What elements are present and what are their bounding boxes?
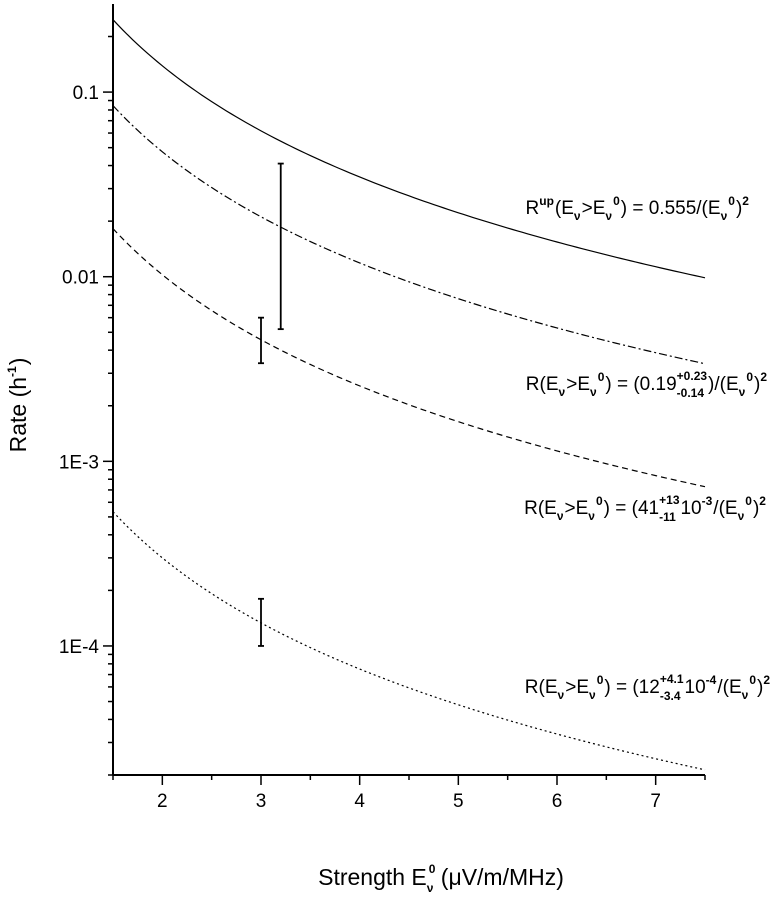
annotation-superscript: -3 (702, 494, 713, 508)
x-axis-title-main: Strength E (318, 864, 427, 890)
annotation-superscript: 0 (749, 673, 756, 687)
annotation-subscript: ν (558, 688, 565, 702)
annotation-superscript: 0 (745, 494, 752, 508)
annotation-subscript: ν (721, 209, 728, 223)
annotation-subscript: ν (742, 688, 749, 702)
annotation-subscript: ν (574, 209, 581, 223)
annotation-text: R (526, 198, 540, 219)
annotation-subscript: ν (589, 688, 596, 702)
annotation-superscript: 2 (742, 194, 749, 208)
annotation-superscript: 2 (760, 370, 767, 384)
annotation-subscript: -3.4 (660, 689, 681, 703)
error-bar (277, 162, 284, 331)
series-line-dotted (112, 511, 706, 771)
annotation-text: /(E (717, 677, 741, 698)
annotation-text: (E (555, 198, 574, 219)
ticks-layer: 2 3 4 5 6 7 1E-4 1E-3 0.01 0.1 (59, 35, 706, 812)
annotation-superscript: 0 (613, 194, 620, 208)
error-bar (258, 597, 264, 647)
annotation-superscript: +0.23 (677, 369, 708, 383)
annotation-text: ) (736, 198, 742, 219)
annotation-text: ) = 0.555/(E (621, 198, 721, 219)
annotation-text: /(E (713, 498, 737, 519)
x-axis-title-units: (μV/m/MHz) (441, 864, 564, 890)
x-axis-title-subscript: ν (427, 881, 434, 895)
annotation-superscript: 0 (728, 194, 735, 208)
x-axis-title-superscript: 0 (429, 862, 436, 876)
annotation-superscript: 0 (596, 494, 603, 508)
annotation-subscript: ν (739, 385, 746, 399)
annotation-text: ) (757, 677, 763, 698)
annotation-text: ) (753, 498, 759, 519)
annotation-text: R(E (524, 498, 557, 519)
annotation-subscript: -0.14 (677, 386, 705, 400)
annotation-superscript: 0 (598, 370, 605, 384)
annotation-text: ) = (0.19 (605, 374, 676, 395)
annotation-text: R(E (526, 374, 559, 395)
x-tick-label: 4 (354, 791, 365, 812)
annotation-text: >E (565, 677, 589, 698)
equation-annotation: R(E ν >E ν0) = (0.19 +0.23-0.14)/(E ν0) 2 (526, 369, 768, 400)
annotation-text: )/(E (708, 374, 739, 395)
y-axis-title: Rate (h-1) (5, 358, 31, 453)
error-bar (258, 316, 264, 365)
annotation-text: R(E (525, 677, 558, 698)
annotation-text: >E (566, 374, 590, 395)
annotation-text: >E (565, 498, 589, 519)
annotation-text: 10 (685, 677, 706, 698)
annotation-superscript: 2 (763, 673, 770, 687)
x-tick-label: 6 (552, 791, 563, 812)
annotation-superscript: -4 (706, 673, 717, 687)
y-tick-label: 0.1 (73, 83, 99, 104)
annotation-superscript: 2 (759, 494, 766, 508)
equation-annotation: R(E ν >E ν0) = (12 +4.1-3.4 10 -4/(E ν0) 2 (525, 672, 771, 703)
annotation-subscript: -11 (659, 510, 676, 524)
y-tick-label: 0.01 (62, 268, 99, 289)
annotation-text: >E (582, 198, 606, 219)
annotation-subscript: ν (590, 385, 597, 399)
annotation-text: ) (754, 374, 760, 395)
annotation-text: ) = (41 (604, 498, 659, 519)
annotation-superscript: 0 (597, 673, 604, 687)
annotation-superscript: +13 (659, 493, 680, 507)
equation-annotation: R(E ν >E ν0) = (41 +13-11 10 -3/(E ν0) 2 (524, 493, 766, 524)
y-axis-title-close: ) (5, 358, 31, 366)
annotation-subscript: ν (559, 385, 566, 399)
annotation-superscript: up (539, 194, 554, 208)
x-tick-label: 5 (453, 791, 464, 812)
annotation-superscript: +4.1 (660, 672, 684, 686)
annotation-subscript: ν (557, 509, 564, 523)
annotation-subscript: ν (738, 509, 745, 523)
annotation-superscript: 0 (746, 370, 753, 384)
curves-layer (112, 19, 706, 771)
series-line-dashed (112, 228, 706, 488)
annotation-subscript: ν (588, 509, 595, 523)
annotation-subscript: ν (605, 209, 612, 223)
x-tick-label: 3 (256, 791, 267, 812)
annotation-text: ) = (12 (604, 677, 659, 698)
x-tick-label: 2 (157, 791, 168, 812)
error-bars-layer (258, 162, 284, 647)
series-line-solid (112, 19, 706, 279)
x-tick-label: 7 (650, 791, 661, 812)
y-axis-title-superscript: -1 (5, 366, 19, 377)
y-axis-title-main: Rate (h (5, 377, 31, 452)
annotation-text: 10 (680, 498, 701, 519)
series-line-dash-dot (112, 105, 706, 365)
y-tick-label: 1E-3 (59, 452, 99, 473)
y-tick-label: 1E-4 (59, 637, 100, 658)
